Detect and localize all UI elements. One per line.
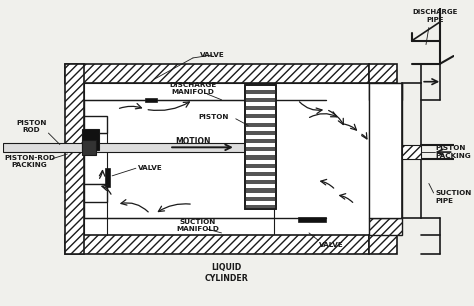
Bar: [369, 235, 398, 254]
Bar: [64, 64, 369, 83]
Bar: [369, 83, 402, 218]
Bar: [245, 147, 276, 151]
Bar: [369, 218, 402, 235]
Bar: [146, 98, 157, 102]
Bar: [245, 106, 276, 110]
Bar: [245, 180, 276, 185]
Text: PISTON-ROD
PACKING: PISTON-ROD PACKING: [4, 155, 55, 168]
Bar: [274, 83, 369, 235]
Text: PISTON
PACKING: PISTON PACKING: [436, 145, 471, 159]
Bar: [64, 64, 83, 254]
Bar: [369, 83, 402, 100]
Bar: [245, 197, 276, 201]
Text: SUCTION
PIPE: SUCTION PIPE: [436, 190, 472, 203]
Bar: [245, 164, 276, 168]
Bar: [245, 172, 276, 176]
Bar: [64, 235, 369, 254]
Bar: [3, 143, 260, 152]
Bar: [82, 129, 99, 150]
Text: PISTON
ROD: PISTON ROD: [16, 120, 46, 133]
Bar: [298, 217, 326, 222]
Bar: [83, 116, 108, 133]
Text: SUCTION
MANIFOLD: SUCTION MANIFOLD: [176, 218, 219, 232]
Text: LIQUID
CYLINDER: LIQUID CYLINDER: [204, 263, 248, 283]
Bar: [245, 155, 276, 160]
Bar: [245, 131, 276, 135]
Bar: [83, 83, 326, 100]
Bar: [402, 145, 421, 159]
Bar: [369, 64, 398, 83]
Bar: [82, 140, 96, 155]
Text: DISCHARGE
PIPE: DISCHARGE PIPE: [413, 9, 458, 23]
Bar: [83, 83, 359, 235]
Bar: [245, 90, 276, 94]
Text: VALVE: VALVE: [319, 242, 343, 248]
Text: PISTON: PISTON: [199, 114, 229, 120]
Text: VALVE: VALVE: [200, 52, 224, 58]
Bar: [245, 205, 276, 209]
Bar: [245, 85, 276, 209]
Bar: [83, 218, 326, 235]
Bar: [245, 188, 276, 193]
Text: VALVE: VALVE: [138, 165, 163, 171]
Bar: [106, 168, 110, 187]
Bar: [245, 139, 276, 143]
Bar: [245, 98, 276, 102]
Text: DISCHARGE
MANIFOLD: DISCHARGE MANIFOLD: [169, 82, 217, 95]
Bar: [245, 85, 276, 209]
Bar: [245, 114, 276, 118]
Text: MOTION: MOTION: [175, 137, 211, 146]
Bar: [83, 185, 108, 202]
Bar: [245, 122, 276, 127]
